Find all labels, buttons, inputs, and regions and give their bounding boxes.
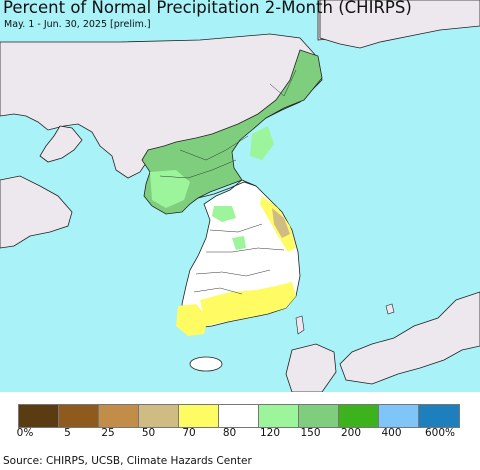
sk-green-patch-1	[212, 206, 236, 222]
jeju-island	[189, 356, 223, 372]
legend-label: 0%	[16, 427, 34, 439]
tsushima-island	[295, 315, 305, 335]
legend-label: 150	[300, 427, 321, 439]
legend-label: 5	[64, 427, 71, 439]
legend-swatch	[59, 405, 99, 427]
sk-province-lines	[193, 223, 285, 295]
japan-kyushu	[285, 343, 337, 392]
russia-primorye	[319, 0, 480, 49]
legend-color-bar	[18, 404, 460, 428]
nk-light-green-patch	[150, 170, 190, 208]
east-coast-tan-zone	[272, 208, 290, 238]
legend-swatch	[299, 405, 339, 427]
legend-label: 200	[340, 427, 362, 439]
legend-panel: 0% 5 25 50 70 80 120 150 200 400 600%	[0, 392, 480, 450]
legend-swatch	[259, 405, 299, 427]
legend-label: 400	[381, 427, 402, 439]
legend-swatch	[19, 405, 59, 427]
map-canvas	[0, 0, 480, 392]
map-subtitle: May. 1 - Jun. 30, 2025 [prelim.]	[4, 19, 151, 30]
legend-swatch	[139, 405, 179, 427]
nk-province-lines	[159, 69, 297, 179]
dmz-border	[197, 181, 257, 199]
legend-swatch	[379, 405, 419, 427]
source-credit: Source: CHIRPS, UCSB, Climate Hazards Ce…	[3, 455, 252, 467]
legend-label: 120	[259, 427, 281, 439]
japan-oki-islands	[385, 303, 395, 315]
legend-swatch	[179, 405, 219, 427]
sk-green-patch-2	[232, 236, 246, 250]
legend-label: 70	[182, 427, 196, 439]
south-coast-dry-zone	[200, 282, 296, 326]
legend-swatch	[419, 405, 459, 427]
north-korea-region	[141, 49, 323, 215]
legend-swatch	[219, 405, 259, 427]
southwest-dry-zone	[176, 304, 208, 336]
map-title: Percent of Normal Precipitation 2-Month …	[3, 0, 412, 17]
legend-swatch	[339, 405, 379, 427]
legend-label: 600%	[424, 427, 456, 439]
nk-light-green-patch-2	[250, 126, 274, 160]
legend-label: 80	[222, 427, 237, 439]
legend-label: 50	[141, 427, 156, 439]
liaodong-peninsula	[39, 125, 83, 163]
shandong-peninsula	[0, 175, 73, 249]
legend-label: 25	[101, 427, 115, 439]
japan-honshu	[339, 291, 480, 385]
legend-swatch	[99, 405, 139, 427]
